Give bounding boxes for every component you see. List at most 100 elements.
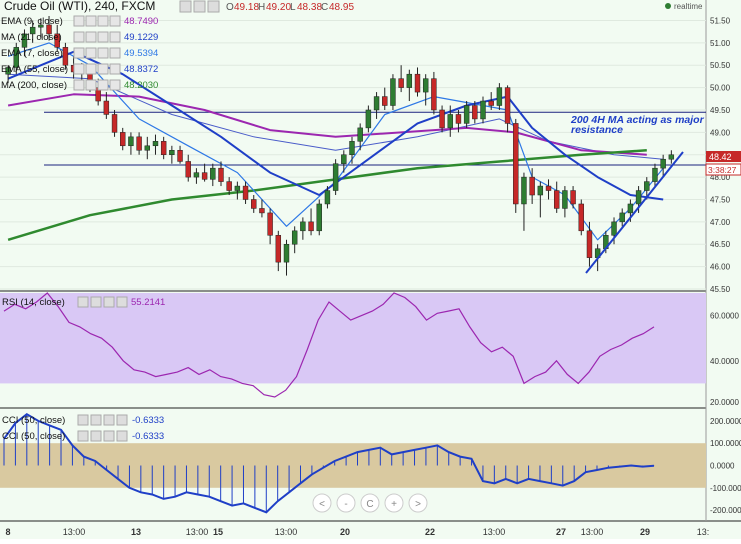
realtime-status-icon xyxy=(665,3,671,9)
price-badge-value: 48.42 xyxy=(709,152,732,162)
down-candle xyxy=(545,185,552,191)
down-candle xyxy=(570,190,576,205)
up-candle xyxy=(496,87,503,106)
up-candle xyxy=(13,47,19,68)
timer-badge-value: 3:38:27 xyxy=(708,165,737,175)
price-tick-label: 49.50 xyxy=(710,106,731,115)
nav-button-label: C xyxy=(366,499,373,510)
up-candle xyxy=(38,24,44,28)
up-candle xyxy=(390,78,396,106)
indicator-control-icon[interactable] xyxy=(73,63,85,75)
price-tick-label: 50.50 xyxy=(710,61,731,70)
price-tick-label: 47.00 xyxy=(710,218,731,227)
indicator-control-icon[interactable] xyxy=(97,63,109,75)
down-candle xyxy=(504,87,511,124)
time-tick-label: 27 xyxy=(556,527,566,537)
indicator-value: 49.1229 xyxy=(124,32,158,43)
indicator-control-icon[interactable] xyxy=(73,15,85,27)
indicator-control-icon[interactable] xyxy=(85,63,97,75)
indicator-control-icon[interactable] xyxy=(85,79,97,91)
down-candle xyxy=(136,136,142,151)
indicator-control-icon[interactable] xyxy=(85,47,97,59)
indicator-control-icon[interactable] xyxy=(73,79,85,91)
navigation-buttons[interactable]: < - C + > xyxy=(312,493,428,513)
up-candle xyxy=(660,158,666,169)
up-candle xyxy=(652,167,658,182)
rsi-settings-icon[interactable] xyxy=(77,296,89,308)
annotation-line1: 200 4H MA acting as major xyxy=(570,114,705,126)
settings-icon[interactable] xyxy=(179,0,192,13)
up-candle xyxy=(128,136,134,147)
rsi-more-icon[interactable] xyxy=(116,296,128,308)
up-candle xyxy=(480,100,486,120)
horizontal-levels xyxy=(44,111,706,166)
down-candle xyxy=(529,176,535,196)
close-icon[interactable] xyxy=(207,0,220,13)
visibility-icon[interactable] xyxy=(193,0,206,13)
time-tick-label: 22 xyxy=(425,527,435,537)
nav-button[interactable] xyxy=(408,493,428,513)
indicator-control-icon[interactable] xyxy=(109,47,121,59)
rsi-icons[interactable] xyxy=(77,296,128,308)
cci-more-icon[interactable] xyxy=(116,414,128,426)
nav-button[interactable] xyxy=(336,493,356,513)
cci-icons[interactable] xyxy=(77,414,128,442)
indicator-control-icon[interactable] xyxy=(73,47,85,59)
indicator-control-icon[interactable] xyxy=(97,15,109,27)
rsi-pane: 60.0000 40.0000 20.0000 xyxy=(3,292,739,407)
indicator-label: MA (200, close) xyxy=(1,80,67,91)
indicator-control-icon[interactable] xyxy=(73,31,85,43)
cci2-more-icon[interactable] xyxy=(116,430,128,442)
nav-button-label: + xyxy=(391,499,397,510)
down-candle xyxy=(120,132,126,147)
indicator-control-icon[interactable] xyxy=(109,31,121,43)
indicator-control-icon[interactable] xyxy=(97,47,109,59)
rsi-close-icon[interactable] xyxy=(103,296,115,308)
up-candle xyxy=(357,127,363,142)
up-candle xyxy=(5,67,11,75)
indicator-control-icon[interactable] xyxy=(97,31,109,43)
up-candle xyxy=(316,203,322,232)
indicator-legend: EMA (9, close) 48.7490 MA (21, close) 49.12… xyxy=(1,15,158,91)
cci-tick-label: 0.0000 xyxy=(710,462,735,471)
up-candle xyxy=(619,212,625,223)
cci-value-2: -0.6333 xyxy=(132,431,164,442)
indicator-value: 48.7490 xyxy=(124,16,158,27)
cci-tick-label: 200.0000 xyxy=(710,417,741,426)
down-candle xyxy=(62,47,69,66)
down-candle xyxy=(251,199,257,209)
nav-button-label: > xyxy=(415,499,421,510)
down-candle xyxy=(398,78,404,88)
indicator-control-icon[interactable] xyxy=(97,79,109,91)
up-candle xyxy=(332,163,339,191)
cci2-close-icon[interactable] xyxy=(103,430,115,442)
price-badge xyxy=(706,151,741,162)
cci-settings-icon[interactable] xyxy=(77,414,89,426)
rsi-tick-label: 20.0000 xyxy=(710,398,739,407)
down-candle xyxy=(259,208,265,214)
cci2-visibility-icon[interactable] xyxy=(90,430,102,442)
nav-button[interactable] xyxy=(384,493,404,513)
up-candle xyxy=(169,150,175,155)
indicator-control-icon[interactable] xyxy=(109,63,121,75)
cci-visibility-icon[interactable] xyxy=(90,414,102,426)
nav-button[interactable] xyxy=(360,493,380,513)
realtime-label: realtime xyxy=(674,2,703,11)
nav-button[interactable] xyxy=(312,493,332,513)
cci-close-icon[interactable] xyxy=(103,414,115,426)
indicator-control-icon[interactable] xyxy=(109,79,121,91)
header-icons[interactable] xyxy=(179,0,220,13)
indicator-control-icon[interactable] xyxy=(85,15,97,27)
up-candle xyxy=(521,176,527,205)
cci2-settings-icon[interactable] xyxy=(77,430,89,442)
time-tick-label: 13:00 xyxy=(63,527,86,537)
cci-label-2: CCI (50, close) xyxy=(2,431,65,442)
indicator-control-icon[interactable] xyxy=(109,15,121,27)
rsi-visibility-icon[interactable] xyxy=(90,296,102,308)
time-tick-label: 13:00 xyxy=(581,527,604,537)
high-label: H xyxy=(258,2,265,13)
indicator-control-icon[interactable] xyxy=(85,31,97,43)
up-candle xyxy=(193,172,200,178)
